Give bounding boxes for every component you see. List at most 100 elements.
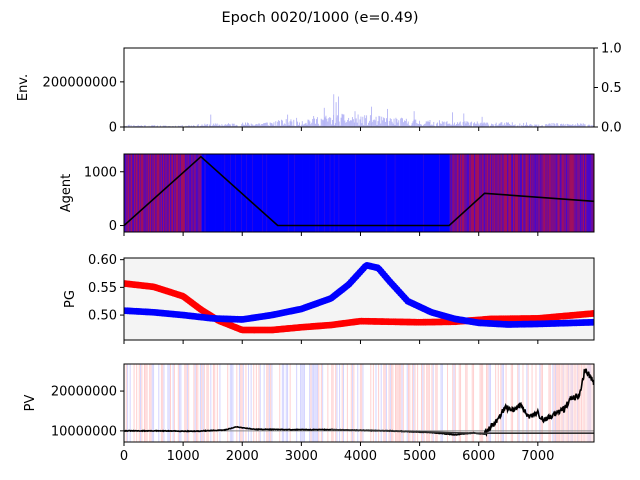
background-stripe <box>497 154 499 232</box>
background-stripe <box>565 154 567 232</box>
background-stripe <box>162 154 164 232</box>
panel-frame <box>123 257 595 341</box>
env-bar <box>179 125 181 127</box>
background-stripe <box>583 154 585 232</box>
background-stripe <box>398 154 400 232</box>
background-stripe <box>232 154 234 232</box>
pv-stripe <box>396 364 398 442</box>
background-stripe <box>236 154 238 232</box>
env-bar <box>456 122 458 127</box>
background-stripe <box>362 154 364 232</box>
background-stripe <box>459 154 461 232</box>
env-bar <box>430 125 432 127</box>
pv-stripe <box>210 364 212 442</box>
background-stripe <box>543 154 545 232</box>
background-stripe <box>437 154 439 232</box>
env-bar <box>502 124 504 127</box>
pv-stripe <box>495 364 497 442</box>
env-bar <box>281 120 283 127</box>
background-stripe <box>299 154 301 232</box>
env-bar <box>533 125 535 127</box>
background-stripe <box>368 154 370 232</box>
env-bar <box>249 125 251 127</box>
background-stripe <box>405 154 407 232</box>
background-stripe <box>436 154 438 232</box>
env-bar <box>162 125 164 127</box>
env-bar <box>263 123 264 127</box>
background-stripe <box>294 154 296 232</box>
env-bar <box>407 121 409 127</box>
background-stripe <box>187 154 189 232</box>
background-stripe <box>164 154 166 232</box>
background-stripe <box>304 154 306 232</box>
env-bar <box>501 122 503 127</box>
pv-stripe <box>401 364 403 442</box>
background-stripe <box>453 154 455 232</box>
background-stripe <box>167 154 169 232</box>
background-stripe <box>473 154 475 232</box>
background-stripe <box>436 154 438 232</box>
background-stripe <box>131 154 133 232</box>
background-stripe <box>319 154 321 232</box>
env-bar <box>439 123 441 127</box>
background-stripe <box>197 154 199 232</box>
y-axis-label: PV <box>23 395 38 412</box>
background-stripe <box>136 154 138 232</box>
background-stripe <box>246 154 248 232</box>
background-stripe <box>445 154 447 232</box>
background-stripe <box>518 154 520 232</box>
pv-stripe <box>480 364 482 442</box>
env-bar <box>567 124 569 127</box>
background-stripe <box>556 154 558 232</box>
env-bar <box>542 125 543 127</box>
background-stripe <box>504 154 506 232</box>
env-bar <box>125 125 127 127</box>
background-stripe <box>410 154 412 232</box>
background-stripe <box>248 154 250 232</box>
background-stripe <box>352 154 354 232</box>
background-stripe <box>526 154 528 232</box>
background-stripe <box>254 154 256 232</box>
env-bar <box>528 124 530 127</box>
env-bar <box>140 125 141 127</box>
background-stripe <box>168 154 170 232</box>
background-stripe <box>572 154 574 232</box>
background-stripe <box>510 154 512 232</box>
pv-stripe <box>196 364 198 442</box>
background-stripe <box>501 154 503 232</box>
background-stripe <box>280 154 282 232</box>
pv-stripe <box>402 364 404 442</box>
env-bar <box>465 123 467 127</box>
env-bar <box>388 120 390 127</box>
env-bar <box>516 125 518 127</box>
env-bar <box>406 123 408 127</box>
pv-stripe <box>214 364 216 442</box>
env-bar <box>485 123 487 127</box>
background-stripe <box>188 154 190 232</box>
background-stripe <box>450 154 452 232</box>
env-bar <box>311 122 313 127</box>
pv-stripe <box>408 364 410 442</box>
env-bar <box>497 125 499 127</box>
env-bar <box>301 121 303 127</box>
pv-stripe <box>140 364 142 442</box>
env-bar <box>250 123 252 127</box>
background-stripe <box>362 154 364 232</box>
background-stripe <box>271 154 273 232</box>
env-bar <box>231 123 233 127</box>
pv-stripe <box>482 364 484 442</box>
env-bar <box>438 120 440 127</box>
background-stripe <box>566 154 568 232</box>
env-bar <box>526 124 528 127</box>
env-bar <box>541 125 543 127</box>
env-bar <box>403 120 405 127</box>
env-bar-spike <box>371 106 373 127</box>
env-bar <box>526 122 527 127</box>
background-stripe <box>170 154 172 232</box>
background-stripe <box>432 154 434 232</box>
background-stripe <box>318 154 320 232</box>
background-stripe <box>285 154 287 232</box>
background-stripe <box>265 154 267 232</box>
env-bar <box>475 123 477 127</box>
env-bar <box>426 121 428 127</box>
